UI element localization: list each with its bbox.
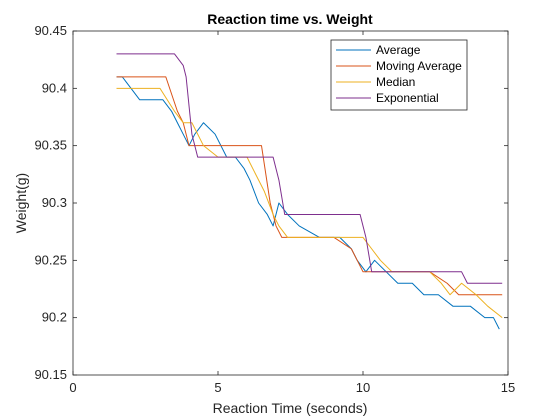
- y-tick-label: 90.35: [34, 138, 67, 153]
- series-line-4: [116, 53, 503, 284]
- x-tick-label: 5: [214, 380, 221, 395]
- series-line-1: [116, 76, 500, 330]
- chart-title: Reaction time vs. Weight: [207, 11, 373, 27]
- series-line-3: [116, 87, 503, 319]
- axis-tick-labels: 0 5 10 15 90.15 90.2 90.25 90.3 90.35 90.4 90.45: [34, 23, 515, 395]
- axis-ticks: [72, 30, 509, 376]
- plot-lines: [116, 53, 503, 330]
- y-axis-label: Weight(g): [13, 173, 29, 233]
- legend-label-3: Median: [376, 75, 415, 89]
- legend-label-4: Exponential: [376, 91, 439, 105]
- y-tick-label: 90.15: [34, 367, 67, 382]
- x-tick-label: 15: [501, 380, 515, 395]
- legend: Average Moving Average Median Exponential: [330, 39, 468, 111]
- x-axis-label: Reaction Time (seconds): [213, 400, 368, 416]
- legend-label-1: Average: [376, 43, 421, 57]
- legend-label-2: Moving Average: [376, 59, 462, 73]
- y-tick-label: 90.4: [42, 80, 67, 95]
- y-tick-label: 90.25: [34, 252, 67, 267]
- y-tick-label: 90.45: [34, 23, 67, 38]
- y-tick-label: 90.2: [42, 310, 67, 325]
- x-tick-label: 10: [356, 380, 370, 395]
- x-tick-label: 0: [69, 380, 76, 395]
- y-tick-label: 90.3: [42, 195, 67, 210]
